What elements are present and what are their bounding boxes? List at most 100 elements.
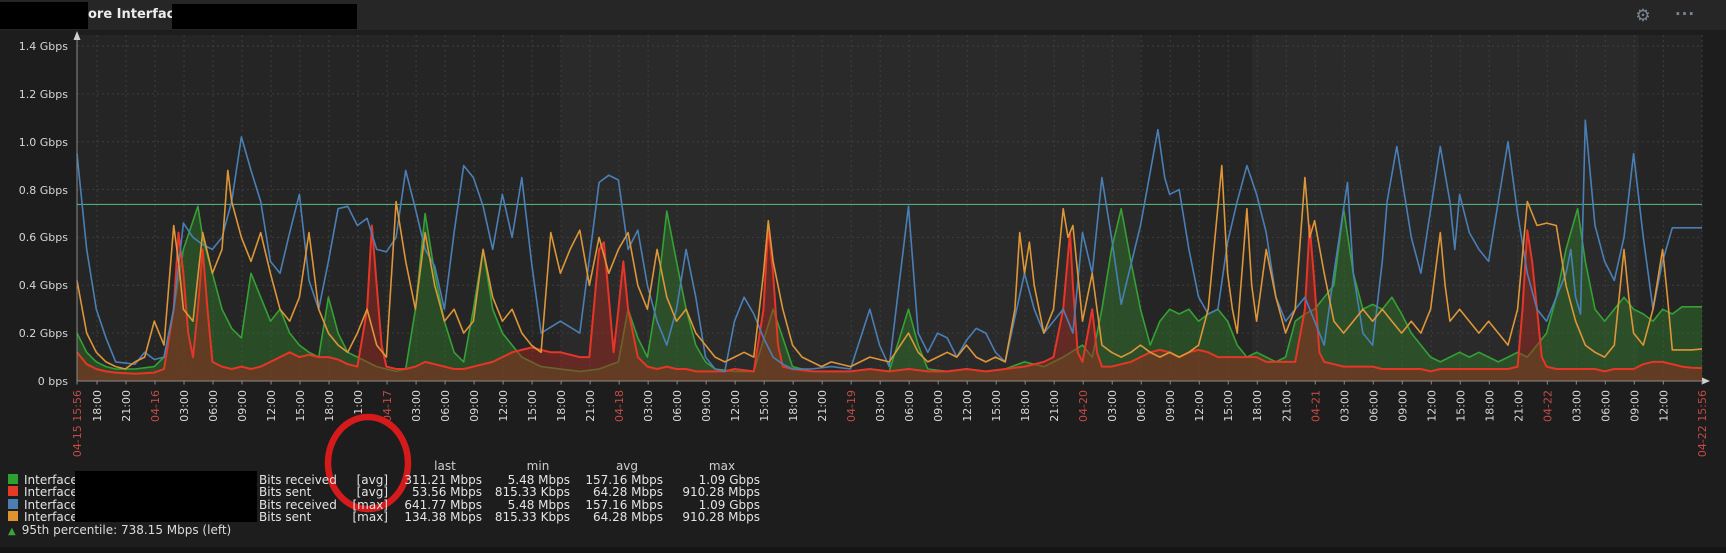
x-tick-label: 21:00 — [120, 390, 133, 422]
gear-icon[interactable]: ⚙ — [1635, 6, 1651, 26]
x-tick-label: 15:00 — [758, 390, 771, 422]
legend-item-label: Bits sent — [259, 510, 312, 525]
x-tick-label: 04-16 — [149, 390, 162, 422]
y-tick-label: 1.4 Gbps — [18, 39, 68, 53]
legend-header-min: min — [526, 459, 550, 473]
legend-last-value: 311.21 Mbps — [404, 472, 482, 487]
legend-swatch — [8, 498, 18, 509]
x-tick-label: 06:00 — [439, 390, 452, 422]
x-tick-label: 12:00 — [1193, 390, 1206, 422]
y-tick-label: 0.2 Gbps — [18, 327, 68, 341]
series-fill-1 — [77, 225, 1702, 381]
x-tick-label: 03:00 — [874, 390, 887, 422]
x-tick-label: 15:00 — [990, 390, 1003, 422]
legend-header-last: last — [434, 459, 456, 473]
legend-function-label: [max] — [352, 510, 388, 525]
x-tick-label: 06:00 — [1599, 390, 1612, 422]
x-tick-label: 15:00 — [294, 390, 307, 422]
legend-item-label: Bits sent — [259, 485, 312, 500]
y-tick-label: 0.4 Gbps — [18, 279, 68, 293]
legend-last-value: 134.38 Mbps — [404, 510, 482, 525]
x-tick-label: 03:00 — [1106, 390, 1119, 422]
legend-min-value: 5.48 Mbps — [507, 497, 570, 512]
x-tick-label: 21:00 — [584, 390, 597, 422]
legend-header-avg: avg — [615, 459, 639, 473]
x-tick-label: 12:00 — [1425, 390, 1438, 422]
percentile-triangle-icon: ▲ — [8, 526, 16, 537]
x-tick-label: 21:00 — [1048, 390, 1061, 422]
y-tick-label: 0.8 Gbps — [18, 183, 68, 197]
x-tick-label: 18:00 — [555, 390, 568, 422]
x-tick-label: 18:00 — [1251, 390, 1264, 422]
legend-avg-value: 157.16 Mbps — [585, 497, 663, 512]
legend-max-value: 1.09 Gbps — [698, 472, 760, 487]
percentile-label: 95th percentile: 738.15 Mbps (left) — [21, 523, 232, 537]
legend-last-value: 53.56 Mbps — [411, 485, 482, 500]
x-tick-label: 09:00 — [932, 390, 945, 422]
redaction-box-title-left — [0, 2, 88, 29]
legend-host-label: Interface — [24, 472, 78, 487]
x-tick-label: 15:00 — [526, 390, 539, 422]
y-tick-label: 0.6 Gbps — [18, 231, 68, 245]
series-line-1 — [76, 224, 1703, 375]
x-tick-label: 04-20 — [1077, 390, 1090, 422]
legend-function-label: [avg] — [356, 472, 388, 487]
x-tick-label: 03:00 — [410, 390, 423, 422]
x-tick-label: 04-22 — [1541, 390, 1554, 422]
legend-avg-value: 64.28 Mbps — [592, 510, 663, 525]
x-tick-label: 18:00 — [91, 390, 104, 422]
x-tick-label: 04-19 — [845, 390, 858, 422]
x-tick-label: 09:00 — [700, 390, 713, 422]
x-tick-label: 15:00 — [1454, 390, 1467, 422]
legend-host-label: Interface — [24, 497, 78, 512]
x-tick-label: 12:00 — [265, 390, 278, 422]
legend-max-value: 1.09 Gbps — [698, 497, 760, 512]
widget-title: ore Interface — [88, 7, 184, 22]
legend-header-max: max — [708, 459, 736, 473]
series-line-3 — [76, 164, 1703, 370]
y-tick-label: 1.2 Gbps — [18, 87, 68, 101]
x-tick-label: 18:00 — [1019, 390, 1032, 422]
legend-item-label: Bits received — [259, 472, 337, 487]
series-line-0 — [76, 205, 1702, 373]
x-tick-label: 18:00 — [1483, 390, 1496, 422]
annotation-red-circle — [324, 413, 412, 513]
x-tick-label: 15:00 — [1222, 390, 1235, 422]
legend-avg-value: 157.16 Mbps — [585, 472, 663, 487]
legend-swatch — [8, 473, 18, 484]
x-tick-label: 04-21 — [1309, 390, 1322, 422]
percentile-row: ▲ 95th percentile: 738.15 Mbps (left) — [8, 523, 231, 537]
legend-host-label: Interface — [24, 510, 78, 525]
x-tick-label: 03:00 — [1338, 390, 1351, 422]
legend-max-value: 910.28 Mbps — [682, 510, 760, 525]
legend-avg-value: 64.28 Mbps — [592, 485, 663, 500]
x-tick-label: 21:00 — [1280, 390, 1293, 422]
x-tick-label: 21:00 — [816, 390, 829, 422]
redaction-box-title-right — [172, 4, 357, 29]
legend-min-value: 815.33 Kbps — [494, 510, 570, 525]
legend-function-label: [avg] — [356, 485, 388, 500]
legend-max-value: 910.28 Mbps — [682, 485, 760, 500]
x-tick-label: 09:00 — [468, 390, 481, 422]
legend-item-label: Bits received — [259, 497, 337, 512]
legend-last-value: 641.77 Mbps — [404, 497, 482, 512]
legend-swatch — [8, 486, 18, 497]
x-tick-label: 09:00 — [236, 390, 249, 422]
x-tick-label: 09:00 — [1164, 390, 1177, 422]
widget-bottom-edge — [0, 547, 1726, 553]
y-tick-label: 1.0 Gbps — [18, 135, 68, 149]
x-tick-label: 06:00 — [1135, 390, 1148, 422]
x-tick-label: 03:00 — [642, 390, 655, 422]
x-tick-label: 06:00 — [1367, 390, 1380, 422]
x-tick-label: 18:00 — [323, 390, 336, 422]
legend-function-label: [max] — [352, 497, 388, 512]
legend-min-value: 5.48 Mbps — [507, 472, 570, 487]
x-tick-label: 21:00 — [1512, 390, 1525, 422]
x-tick-label: 06:00 — [903, 390, 916, 422]
x-tick-label: 04-15 15:56 — [71, 390, 84, 457]
x-tick-label: 12:00 — [961, 390, 974, 422]
kebab-menu-icon[interactable]: ··· — [1674, 5, 1696, 23]
series-line-2 — [76, 119, 1702, 373]
